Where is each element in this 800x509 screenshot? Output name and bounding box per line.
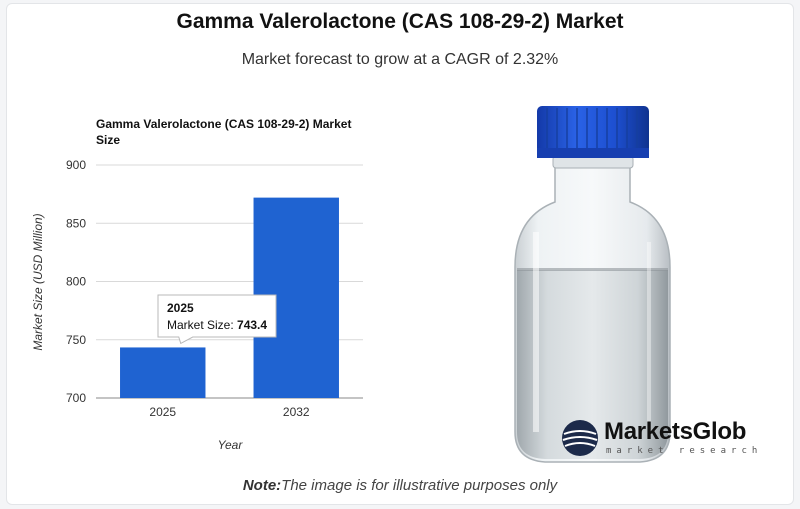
- page-title: Gamma Valerolactone (CAS 108-29-2) Marke…: [176, 10, 624, 33]
- glass-bottle-illustration: [415, 92, 785, 467]
- chart-title-line-2: Size: [96, 133, 120, 147]
- tooltip-value: 743.4: [237, 318, 267, 332]
- footnote: Note:The image is for illustrative purpo…: [0, 477, 800, 494]
- bar-tooltip: 2025 Market Size: 743.4: [157, 294, 277, 345]
- tooltip-box: [157, 294, 277, 345]
- tooltip-body: Market Size: 743.4: [167, 318, 267, 332]
- y-tick-label: 700: [66, 391, 86, 405]
- globe-logo-icon: [562, 420, 598, 456]
- brand-tagline: market research: [606, 446, 763, 456]
- market-size-chart: Gamma Valerolactone (CAS 108-29-2) Marke…: [31, 117, 363, 452]
- footnote-text: The image is for illustrative purposes o…: [281, 477, 558, 494]
- tooltip-label: Market Size:: [167, 318, 234, 332]
- brand-name: MarketsGlob: [604, 418, 747, 445]
- brand-watermark: MarketsGlob market research: [560, 416, 790, 460]
- y-tick-label: 750: [66, 333, 86, 347]
- x-axis-label: Year: [218, 438, 244, 452]
- x-axis-ticks: 2025 2032: [149, 405, 310, 419]
- footnote-label: Note:: [242, 477, 282, 494]
- x-tick-label: 2025: [149, 405, 176, 419]
- y-axis-label: Market Size (USD Million): [31, 213, 45, 350]
- page-subtitle: Market forecast to grow at a CAGR of 2.3…: [241, 51, 559, 68]
- bar-2025[interactable]: [120, 347, 206, 398]
- y-tick-label: 850: [66, 216, 86, 230]
- y-tick-label: 800: [66, 275, 86, 289]
- y-tick-label: 900: [66, 158, 86, 172]
- tooltip-category: 2025: [167, 301, 194, 315]
- chart-title-line-1: Gamma Valerolactone (CAS 108-29-2) Marke…: [96, 117, 351, 131]
- product-photo: [415, 92, 785, 467]
- x-tick-label: 2032: [283, 405, 310, 419]
- y-axis-ticks: 700 750 800 850 900: [66, 158, 86, 405]
